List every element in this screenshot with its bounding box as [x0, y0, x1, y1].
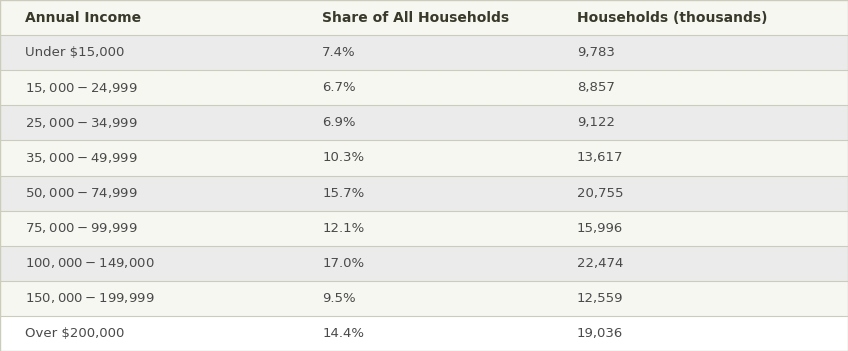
Text: Share of All Households: Share of All Households: [322, 11, 510, 25]
Text: 6.9%: 6.9%: [322, 116, 356, 130]
Text: 10.3%: 10.3%: [322, 151, 365, 165]
Text: 17.0%: 17.0%: [322, 257, 365, 270]
FancyBboxPatch shape: [0, 70, 848, 105]
Text: 7.4%: 7.4%: [322, 46, 356, 59]
Text: 9,783: 9,783: [577, 46, 615, 59]
Text: 6.7%: 6.7%: [322, 81, 356, 94]
Text: Households (thousands): Households (thousands): [577, 11, 767, 25]
FancyBboxPatch shape: [0, 35, 848, 70]
Text: 20,755: 20,755: [577, 186, 623, 200]
Text: Annual Income: Annual Income: [25, 11, 142, 25]
Text: $35,000-$49,999: $35,000-$49,999: [25, 151, 138, 165]
Text: $50,000-$74,999: $50,000-$74,999: [25, 186, 138, 200]
Text: 12.1%: 12.1%: [322, 221, 365, 235]
FancyBboxPatch shape: [0, 176, 848, 211]
Text: $75,000-$99,999: $75,000-$99,999: [25, 221, 138, 235]
Text: 19,036: 19,036: [577, 327, 623, 340]
Text: Under $15,000: Under $15,000: [25, 46, 125, 59]
FancyBboxPatch shape: [0, 211, 848, 246]
Text: 22,474: 22,474: [577, 257, 623, 270]
Text: 13,617: 13,617: [577, 151, 623, 165]
Text: $150,000-$199,999: $150,000-$199,999: [25, 291, 155, 305]
FancyBboxPatch shape: [0, 105, 848, 140]
FancyBboxPatch shape: [0, 0, 848, 35]
FancyBboxPatch shape: [0, 246, 848, 281]
Text: 14.4%: 14.4%: [322, 327, 365, 340]
FancyBboxPatch shape: [0, 281, 848, 316]
Text: 8,857: 8,857: [577, 81, 615, 94]
Text: 9.5%: 9.5%: [322, 292, 356, 305]
Text: $15,000-$24,999: $15,000-$24,999: [25, 81, 138, 95]
Text: 15,996: 15,996: [577, 221, 623, 235]
Text: 9,122: 9,122: [577, 116, 615, 130]
FancyBboxPatch shape: [0, 0, 848, 35]
Text: 15.7%: 15.7%: [322, 186, 365, 200]
Text: $25,000-$34,999: $25,000-$34,999: [25, 116, 138, 130]
Text: $100,000-$149,000: $100,000-$149,000: [25, 256, 155, 270]
Text: Over $200,000: Over $200,000: [25, 327, 125, 340]
FancyBboxPatch shape: [0, 140, 848, 176]
Text: 12,559: 12,559: [577, 292, 623, 305]
